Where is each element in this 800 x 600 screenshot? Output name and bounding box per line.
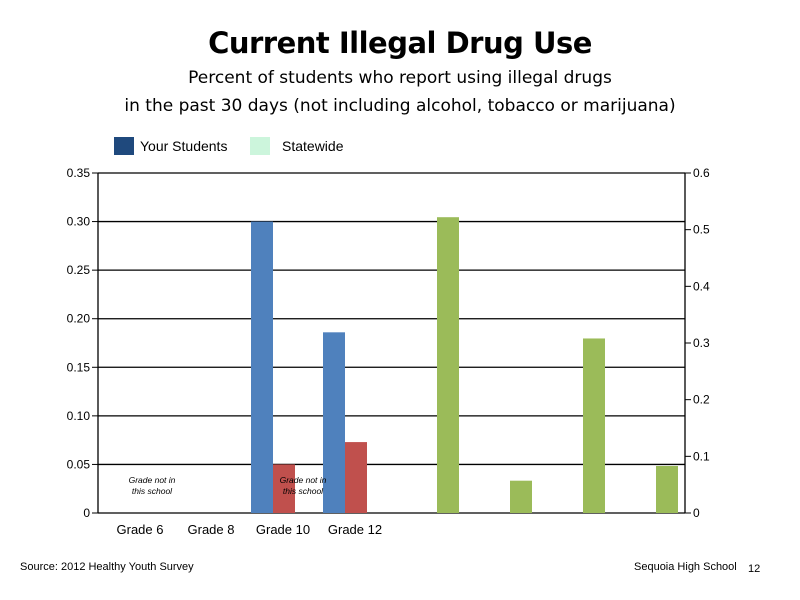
right-axis-tick-label: 0.3 bbox=[693, 336, 710, 350]
bar bbox=[323, 332, 345, 513]
bar bbox=[437, 217, 459, 513]
chart-title: Current Illegal Drug Use bbox=[208, 26, 592, 60]
annotation-grade-not-in-school: Grade not in this school bbox=[280, 475, 327, 496]
right-axis-tick-label: 0.5 bbox=[693, 223, 710, 237]
annotation-grade-not-in-school: Grade not in this school bbox=[129, 475, 176, 496]
chart-subtitle-line-1: Percent of students who report using ill… bbox=[188, 68, 612, 88]
right-axis-tick-label: 0.6 bbox=[693, 166, 710, 180]
footer-source: Source: 2012 Healthy Youth Survey bbox=[20, 561, 194, 573]
category-label: Grade 6 bbox=[117, 522, 164, 537]
category-label: Grade 8 bbox=[188, 522, 235, 537]
right-axis-tick-label: 0 bbox=[693, 506, 700, 520]
category-label: Grade 10 bbox=[256, 522, 310, 537]
footer-school: Sequoia High School bbox=[634, 561, 737, 573]
left-axis-tick-label: 0.25 bbox=[67, 263, 91, 277]
legend-item-statewide: Statewide bbox=[250, 137, 343, 155]
bar bbox=[656, 465, 678, 513]
right-axis-tick-label: 0.1 bbox=[693, 449, 710, 463]
left-axis-tick-label: 0.20 bbox=[67, 312, 91, 326]
bar bbox=[583, 338, 605, 513]
left-axis-tick-label: 0.10 bbox=[67, 409, 91, 423]
right-axis-tick-label: 0.2 bbox=[693, 393, 710, 407]
legend-label-statewide: Statewide bbox=[282, 138, 344, 154]
chart-subtitle-line-2: in the past 30 days (not including alcoh… bbox=[124, 96, 676, 116]
legend-item-your-students: Your Students bbox=[114, 137, 227, 155]
legend-swatch-your-students bbox=[114, 137, 134, 155]
page-number: 12 bbox=[748, 563, 761, 575]
bar bbox=[273, 464, 295, 513]
left-axis-tick-label: 0.15 bbox=[67, 360, 91, 374]
bar bbox=[345, 442, 367, 513]
left-axis-tick-label: 0 bbox=[83, 506, 90, 520]
right-axis-tick-label: 0.4 bbox=[693, 279, 710, 293]
legend-swatch-statewide bbox=[250, 137, 270, 155]
left-axis-tick-label: 0.35 bbox=[67, 166, 91, 180]
bar bbox=[510, 480, 532, 513]
left-axis-tick-label: 0.30 bbox=[67, 215, 91, 229]
category-label: Grade 12 bbox=[328, 522, 382, 537]
legend-label-your-students: Your Students bbox=[140, 138, 228, 154]
left-axis-tick-label: 0.05 bbox=[67, 457, 91, 471]
bar bbox=[251, 221, 273, 514]
